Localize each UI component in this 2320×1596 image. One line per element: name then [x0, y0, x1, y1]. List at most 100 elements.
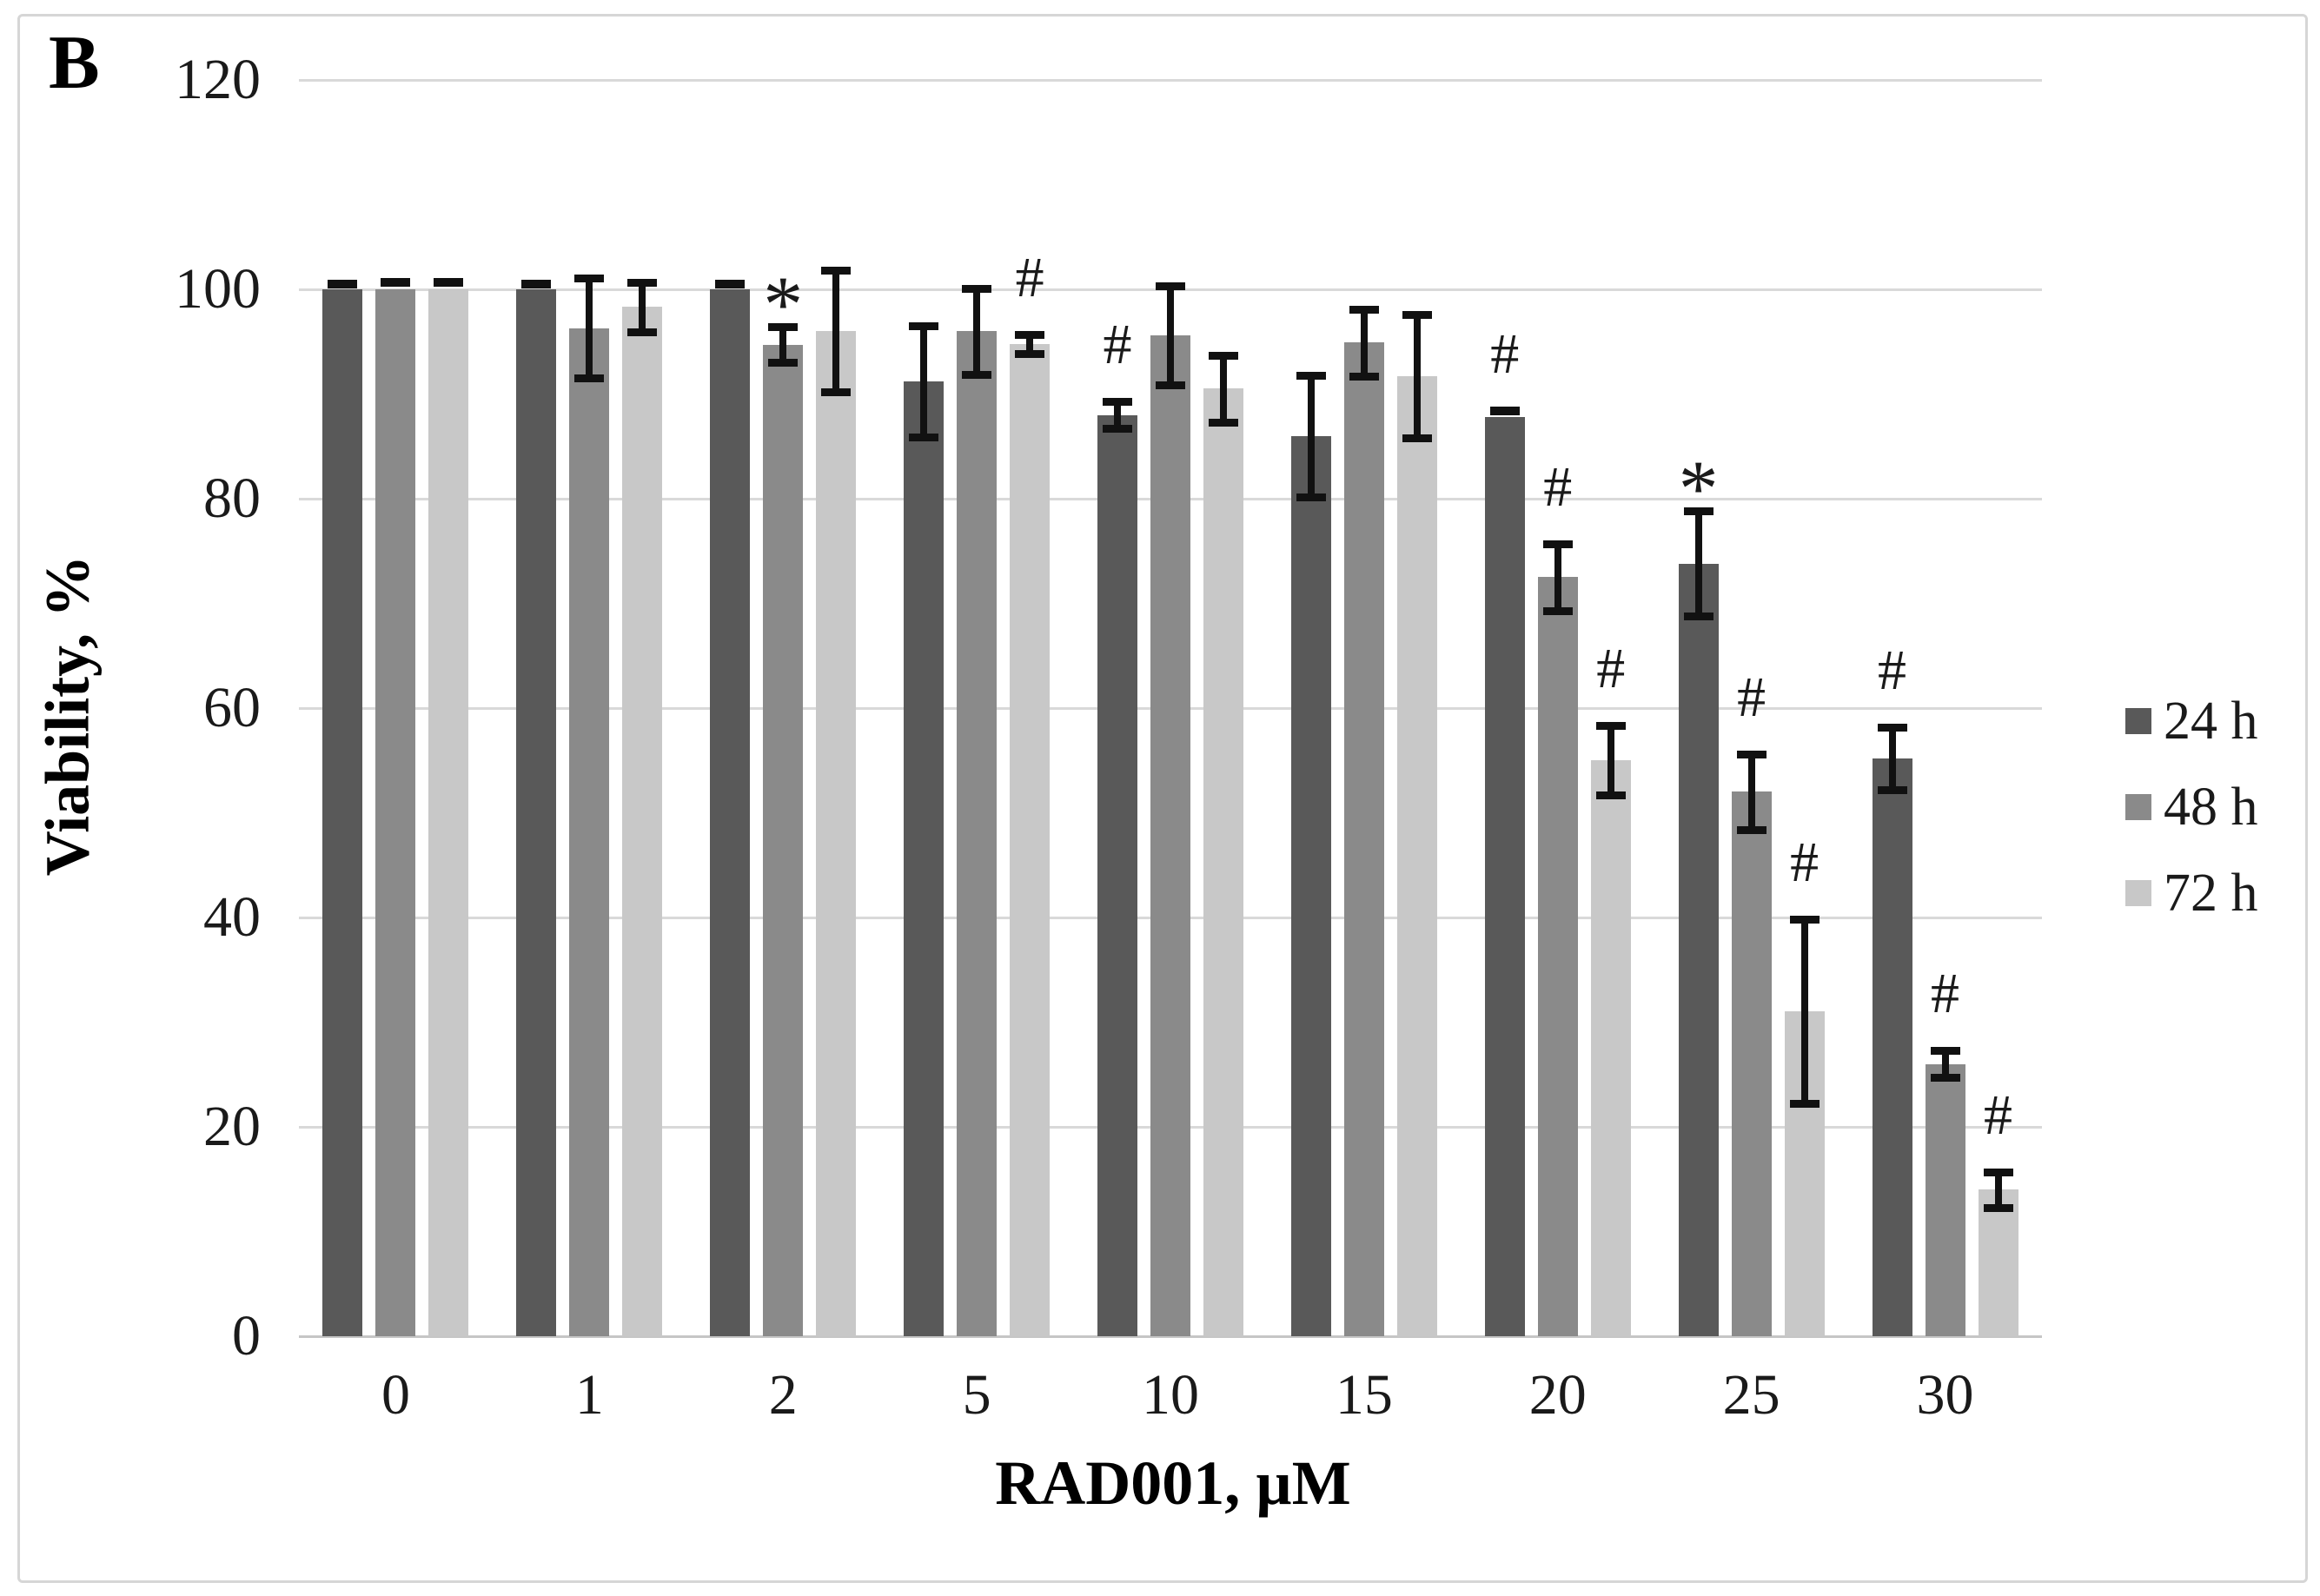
error-bar-cap — [1930, 1074, 1960, 1083]
x-tick-label: 1 — [574, 1363, 604, 1427]
error-bar — [1994, 1171, 2002, 1208]
error-bar — [1607, 725, 1614, 795]
error-bar — [920, 326, 928, 437]
error-bar — [1167, 286, 1174, 385]
bar-48h-1 — [569, 328, 610, 1336]
panel-label: B — [49, 21, 100, 105]
error-bar-cap — [1542, 540, 1573, 548]
significance-annotation: # — [1490, 321, 1520, 386]
error-bar-cap — [1542, 606, 1573, 615]
significance-annotation: # — [1015, 245, 1044, 309]
bar-48h-20 — [1537, 577, 1578, 1336]
legend-item-72h: 72 h — [2125, 864, 2258, 923]
error-bar-cap — [1296, 371, 1326, 380]
y-tick-label: 80 — [203, 467, 261, 530]
bar-24h-2 — [710, 289, 751, 1336]
significance-annotation: # — [1790, 831, 1820, 895]
significance-annotation: * — [763, 260, 804, 349]
x-tick-label: 0 — [381, 1363, 410, 1427]
legend: 24 h 48 h 72 h — [2125, 692, 2258, 950]
error-bar-cap — [1983, 1168, 2013, 1176]
error-bar-cap — [1156, 381, 1185, 389]
y-gridline — [299, 78, 2042, 82]
legend-label: 24 h — [2164, 692, 2258, 751]
bar-72h-20 — [1590, 760, 1631, 1336]
y-tick-label: 60 — [203, 676, 261, 739]
error-bar-cap — [1103, 397, 1132, 406]
error-bar — [1747, 754, 1755, 830]
error-bar-cap — [768, 359, 799, 368]
x-tick-label: 10 — [1141, 1363, 1199, 1427]
error-bar-cap — [1015, 349, 1045, 358]
x-tick-label: 2 — [768, 1363, 798, 1427]
error-bar-cap — [1877, 723, 1907, 732]
error-bar-cap — [1296, 493, 1326, 501]
error-bar-cap — [1789, 1100, 1820, 1109]
error-bar-cap — [574, 374, 605, 383]
bar-24h-20 — [1484, 417, 1525, 1336]
significance-annotation: # — [1984, 1083, 2013, 1147]
bar-48h-2 — [763, 344, 804, 1336]
error-bar — [779, 327, 787, 363]
error-bar-cap — [821, 267, 852, 275]
error-bar-cap — [1402, 434, 1432, 443]
error-bar — [1307, 374, 1315, 497]
bar-72h-30 — [1978, 1189, 2018, 1336]
x-axis-title: RAD001, µM — [995, 1448, 1351, 1518]
error-bar-cap — [1595, 791, 1626, 799]
error-bar — [586, 277, 593, 379]
error-bar — [1026, 334, 1034, 354]
bar-24h-15 — [1290, 435, 1331, 1336]
error-bar — [1800, 919, 1808, 1104]
error-bar-cap — [1349, 373, 1379, 381]
error-bar — [1694, 511, 1702, 616]
bar-48h-10 — [1150, 335, 1190, 1336]
error-bar-cap — [768, 323, 799, 332]
x-tick-label: 5 — [962, 1363, 991, 1427]
error-bar-cap — [627, 328, 658, 337]
error-bar-cap — [1930, 1047, 1960, 1056]
y-tick-label: 0 — [232, 1304, 261, 1368]
error-bar-cap — [381, 277, 411, 287]
y-tick-label: 120 — [175, 48, 261, 111]
error-bar-cap — [1683, 612, 1713, 620]
bar-24h-5 — [904, 381, 945, 1336]
error-bar-cap — [1983, 1203, 2013, 1212]
error-bar-cap — [1349, 305, 1379, 314]
bar-24h-30 — [1872, 758, 1912, 1336]
x-tick-label: 20 — [1528, 1363, 1587, 1427]
error-bar-cap — [1402, 310, 1432, 319]
error-bar-cap — [434, 277, 464, 287]
bar-24h-25 — [1678, 563, 1719, 1336]
error-bar — [1360, 308, 1368, 376]
error-bar-cap — [962, 284, 992, 293]
bar-48h-0 — [375, 289, 416, 1336]
error-bar — [1413, 314, 1421, 439]
significance-annotation: # — [1878, 638, 1907, 702]
bar-24h-1 — [516, 289, 557, 1336]
legend-label: 72 h — [2164, 864, 2258, 923]
error-bar-cap — [962, 370, 992, 379]
significance-annotation: # — [1931, 962, 1960, 1026]
error-bar-cap — [1736, 825, 1767, 834]
significance-annotation: # — [1596, 637, 1626, 701]
error-bar — [1220, 354, 1227, 423]
bar-72h-1 — [622, 307, 663, 1336]
error-bar — [832, 270, 840, 393]
legend-swatch-72h-icon — [2125, 880, 2151, 906]
error-bar-cap — [1595, 722, 1626, 731]
x-tick-label: 30 — [1916, 1363, 1974, 1427]
x-tick-label: 15 — [1335, 1363, 1393, 1427]
bar-48h-5 — [957, 331, 998, 1336]
error-bar-cap — [909, 433, 939, 441]
legend-item-48h: 48 h — [2125, 778, 2258, 837]
bar-48h-25 — [1731, 791, 1772, 1336]
bar-24h-10 — [1097, 414, 1137, 1336]
bar-72h-15 — [1396, 376, 1437, 1336]
error-bar — [1888, 726, 1896, 790]
legend-label: 48 h — [2164, 778, 2258, 837]
bar-72h-0 — [428, 289, 469, 1336]
error-bar-cap — [328, 279, 358, 288]
error-bar-cap — [627, 278, 658, 287]
